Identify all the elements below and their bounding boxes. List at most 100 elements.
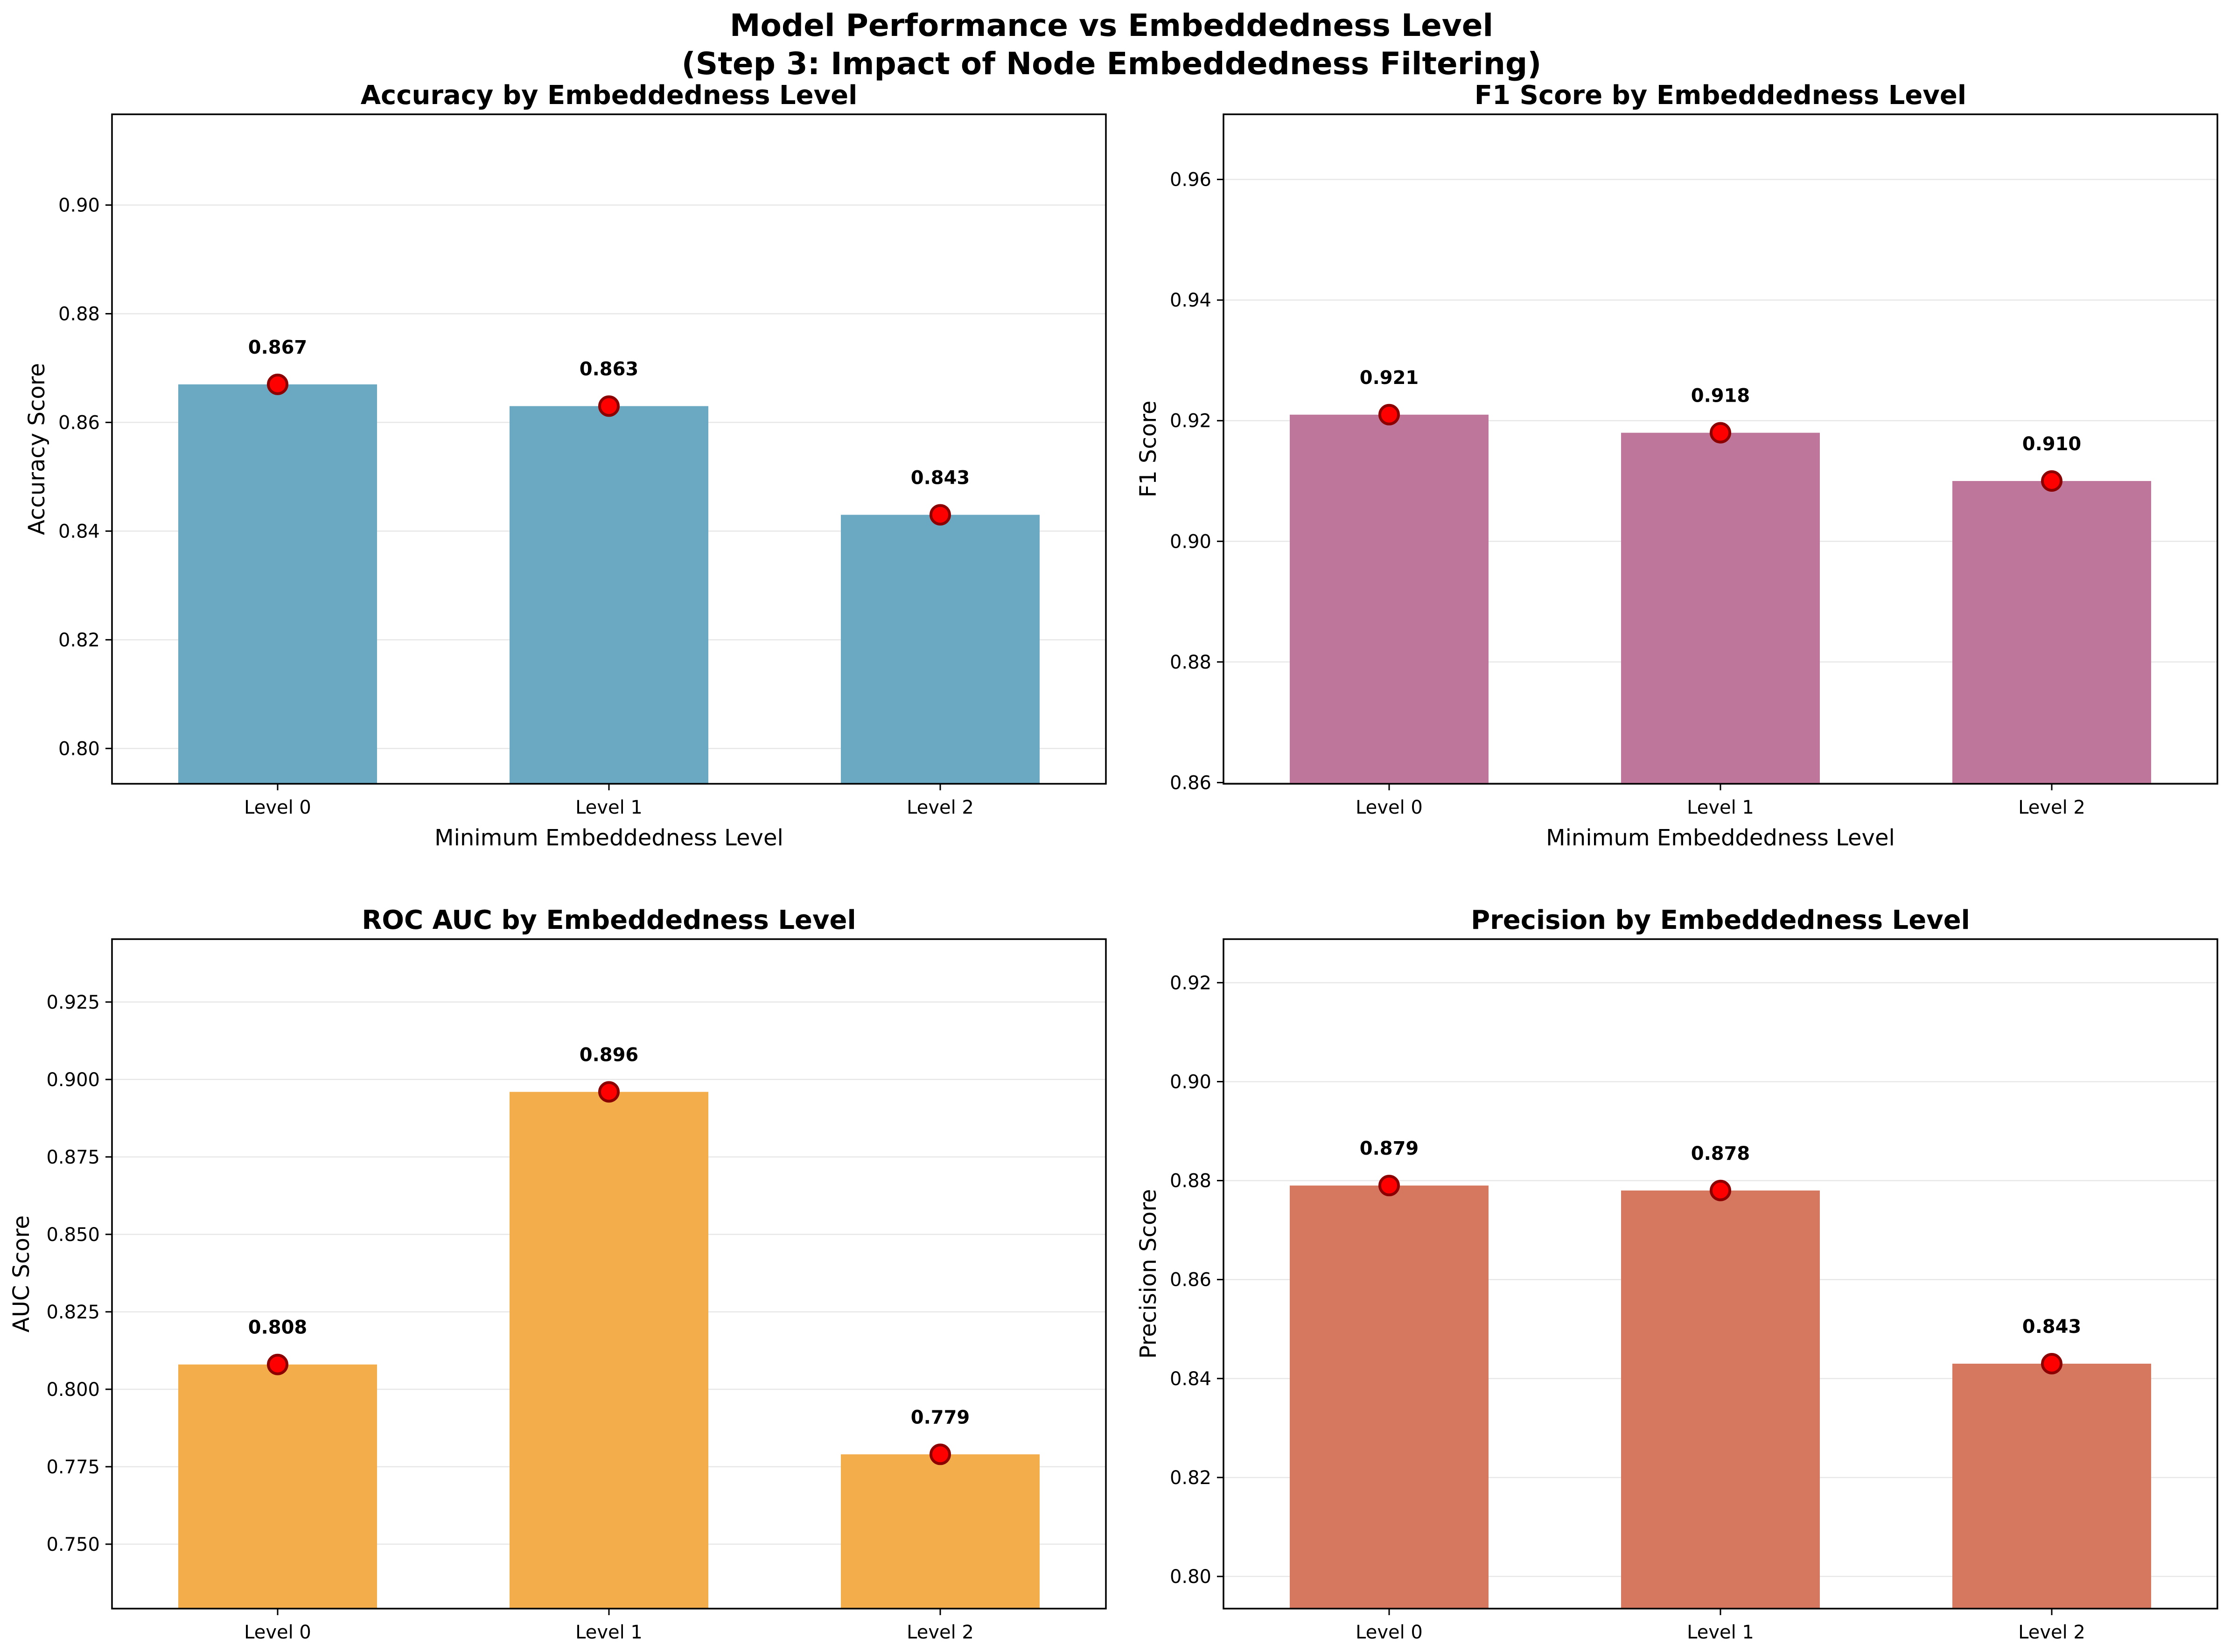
accuracy-value-label: 0.867	[248, 337, 308, 358]
figure-title: Model Performance vs Embeddedness Level …	[0, 7, 2223, 83]
precision-bar	[1290, 1185, 1489, 1609]
f1-chart: 0.86 0.88 0.90 0.92 0.94 0.96 0.921 Level 0 0.91…	[1135, 80, 2218, 851]
roc-auc-point	[598, 1081, 620, 1103]
roc-auc-ytick-label: 0.775	[46, 1457, 100, 1478]
precision-chart: 0.80 0.82 0.84 0.86 0.88 0.90 0.92 0.879 Level 0…	[1135, 905, 2218, 1652]
roc-auc-point	[930, 1443, 951, 1465]
roc-auc-ytick-label: 0.750	[46, 1534, 100, 1555]
f1-xtick-label: Level 0	[1356, 797, 1423, 818]
accuracy-ytick-label: 0.84	[58, 521, 100, 542]
roc-auc-ytick-label: 0.925	[46, 992, 100, 1013]
roc-auc-ytick-label: 0.825	[46, 1302, 100, 1323]
accuracy-point	[930, 504, 951, 526]
f1-value-label: 0.910	[2022, 433, 2082, 455]
accuracy-bar	[510, 406, 708, 784]
precision-value-label: 0.843	[2022, 1316, 2082, 1338]
f1-point	[1710, 422, 1731, 444]
precision-ytick-label: 0.86	[1170, 1269, 1211, 1291]
panel-roc-auc: 0.750 0.775 0.800 0.825 0.850 0.875 0.900 0.925…	[0, 825, 1112, 1652]
roc-auc-xtick-label: Level 1	[575, 1622, 643, 1643]
roc-auc-xtick-label: Level 0	[244, 1622, 311, 1643]
f1-point	[2041, 470, 2062, 492]
roc-auc-point	[267, 1353, 288, 1375]
precision-xtick-label: Level 1	[1687, 1622, 1754, 1643]
f1-xtick-label: Level 2	[2018, 797, 2085, 818]
precision-ytick-label: 0.84	[1170, 1368, 1211, 1390]
f1-value-label: 0.921	[1360, 367, 1419, 389]
accuracy-value-label: 0.843	[911, 467, 970, 488]
accuracy-chart: 0.80 0.82 0.84 0.86 0.88 0.90 0.867 Level 0 0.86…	[24, 80, 1107, 851]
precision-bar	[1952, 1364, 2151, 1609]
roc-auc-bar	[178, 1364, 377, 1609]
accuracy-point	[598, 395, 620, 417]
f1-ytick-label: 0.96	[1170, 169, 1211, 191]
precision-ytick-label: 0.92	[1170, 972, 1211, 994]
f1-y-axis-label: F1 Score	[1135, 401, 1161, 498]
precision-ytick-label: 0.82	[1170, 1467, 1211, 1489]
precision-xtick-label: Level 2	[2018, 1622, 2085, 1643]
precision-ytick-label: 0.90	[1170, 1071, 1211, 1093]
accuracy-xtick-label: Level 1	[575, 797, 643, 818]
accuracy-ytick-label: 0.80	[58, 738, 100, 760]
panel-accuracy: 0.80 0.82 0.84 0.86 0.88 0.90 0.867 Level 0 0.86…	[0, 0, 1112, 851]
precision-point	[1378, 1175, 1400, 1197]
f1-xtick-label: Level 1	[1687, 797, 1754, 818]
roc-auc-ytick-label: 0.800	[46, 1379, 100, 1401]
accuracy-x-axis-label: Minimum Embeddedness Level	[434, 825, 783, 851]
precision-bar	[1621, 1190, 1820, 1609]
f1-ytick-label: 0.88	[1170, 652, 1211, 673]
accuracy-bar	[178, 384, 377, 784]
precision-xtick-label: Level 0	[1356, 1622, 1423, 1643]
panel-precision: 0.80 0.82 0.84 0.86 0.88 0.90 0.92 0.879 Level 0…	[1112, 825, 2223, 1652]
precision-ytick-label: 0.88	[1170, 1171, 1211, 1192]
f1-value-label: 0.918	[1691, 385, 1750, 407]
accuracy-ytick-label: 0.86	[58, 412, 100, 433]
roc-auc-value-label: 0.808	[248, 1317, 308, 1338]
roc-auc-chart-title: ROC AUC by Embeddedness Level	[362, 905, 856, 935]
accuracy-ytick-label: 0.88	[58, 303, 100, 325]
f1-x-axis-label: Minimum Embeddedness Level	[1546, 825, 1895, 851]
f1-ytick-label: 0.86	[1170, 772, 1211, 794]
f1-bar	[1621, 432, 1820, 784]
accuracy-ytick-label: 0.82	[58, 629, 100, 651]
accuracy-point	[267, 373, 288, 395]
accuracy-chart-title: Accuracy by Embeddedness Level	[361, 80, 858, 111]
f1-bar	[1952, 481, 2151, 784]
precision-ytick-label: 0.80	[1170, 1566, 1211, 1588]
roc-auc-y-axis-label: AUC Score	[8, 1215, 35, 1332]
roc-auc-chart: 0.750 0.775 0.800 0.825 0.850 0.875 0.900 0.925…	[8, 905, 1107, 1652]
precision-point	[1710, 1179, 1731, 1201]
f1-bar	[1290, 414, 1489, 784]
panel-f1: 0.86 0.88 0.90 0.92 0.94 0.96 0.921 Level 0 0.91…	[1112, 0, 2223, 851]
precision-value-label: 0.878	[1691, 1143, 1750, 1164]
precision-chart-title: Precision by Embeddedness Level	[1471, 905, 1970, 935]
figure-title-line-1: Model Performance vs Embeddedness Level	[729, 7, 1494, 43]
accuracy-xtick-label: Level 2	[907, 797, 974, 818]
precision-plot-frame	[1223, 938, 2218, 1610]
roc-auc-ytick-label: 0.850	[46, 1224, 100, 1246]
roc-auc-bar	[510, 1092, 708, 1609]
accuracy-y-axis-label: Accuracy Score	[24, 363, 50, 535]
accuracy-plot-frame	[111, 113, 1107, 785]
roc-auc-value-label: 0.896	[580, 1044, 639, 1066]
roc-auc-ytick-label: 0.875	[46, 1147, 100, 1168]
f1-point	[1378, 404, 1400, 425]
f1-plot-frame	[1223, 113, 2218, 785]
f1-ytick-label: 0.90	[1170, 531, 1211, 552]
accuracy-value-label: 0.863	[580, 358, 639, 380]
f1-ytick-label: 0.92	[1170, 411, 1211, 432]
precision-value-label: 0.879	[1360, 1138, 1419, 1159]
f1-chart-title: F1 Score by Embeddedness Level	[1475, 80, 1966, 111]
roc-auc-plot-frame	[111, 938, 1107, 1610]
accuracy-ytick-label: 0.90	[58, 195, 100, 216]
roc-auc-ytick-label: 0.900	[46, 1069, 100, 1091]
precision-y-axis-label: Precision Score	[1135, 1189, 1161, 1359]
accuracy-bar	[841, 515, 1040, 784]
figure-title-line-2: (Step 3: Impact of Node Embeddedness Fil…	[681, 46, 1542, 82]
roc-auc-bar	[841, 1454, 1040, 1609]
roc-auc-xtick-label: Level 2	[907, 1622, 974, 1643]
roc-auc-value-label: 0.779	[911, 1407, 970, 1428]
precision-point	[2041, 1353, 2062, 1374]
f1-ytick-label: 0.94	[1170, 290, 1211, 311]
accuracy-xtick-label: Level 0	[244, 797, 311, 818]
